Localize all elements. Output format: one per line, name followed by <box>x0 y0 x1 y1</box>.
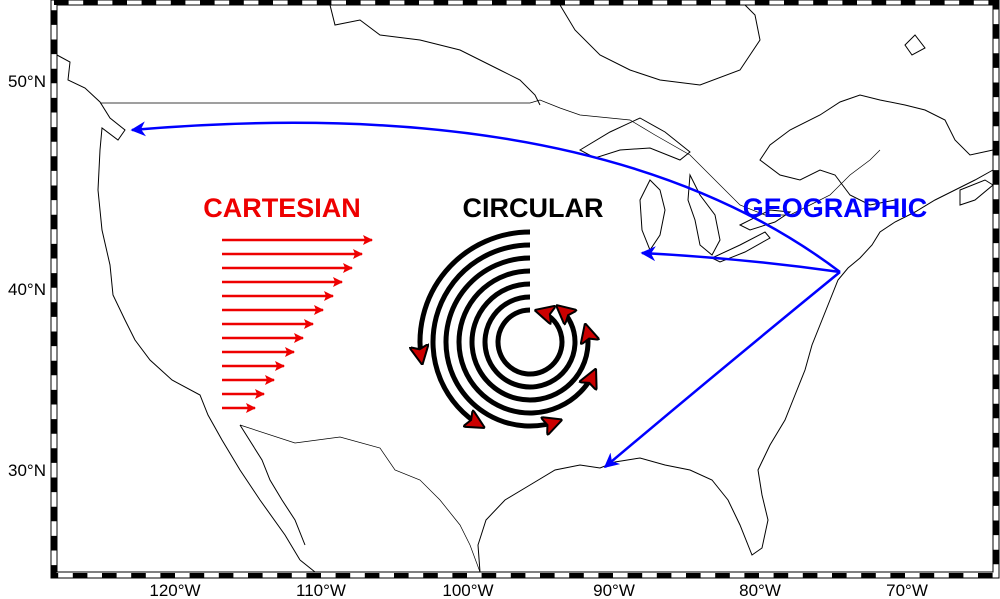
lon-label: 120°W <box>149 581 200 599</box>
lon-label: 80°W <box>739 581 781 599</box>
circular-arrow <box>482 294 575 390</box>
cartesian-arrows <box>222 235 373 413</box>
lat-label: 50°N <box>8 72 46 91</box>
circular-label: CIRCULAR <box>463 193 604 223</box>
map-frame <box>50 0 1000 579</box>
borders <box>100 99 881 573</box>
lon-label: 110°W <box>296 581 346 599</box>
circular-arrow <box>420 229 531 361</box>
circular-arrow <box>456 268 594 416</box>
lon-label: 100°W <box>442 581 493 599</box>
lat-label: 40°N <box>8 280 46 299</box>
lon-label: 70°W <box>886 581 928 599</box>
circular-arrow <box>430 242 531 426</box>
geographic-arrows <box>130 121 841 468</box>
cartesian-label: CARTESIAN <box>203 193 361 223</box>
circular-arrow <box>495 310 565 377</box>
lon-label: 90°W <box>593 581 635 599</box>
circular-arrow <box>443 255 559 426</box>
geographic-label: GEOGRAPHIC <box>743 193 928 223</box>
circular-arrow <box>469 281 588 403</box>
coastlines <box>56 4 994 573</box>
circular-arrows <box>420 229 594 426</box>
lat-label: 30°N <box>8 461 46 480</box>
